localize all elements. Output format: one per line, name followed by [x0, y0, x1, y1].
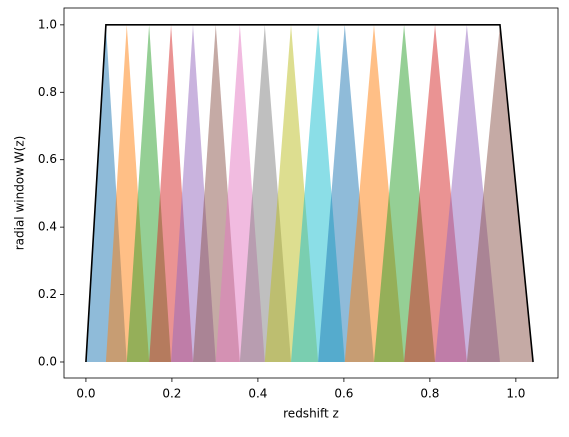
y-tick-label: 0.8 [38, 85, 57, 99]
y-tick-label: 0.4 [38, 220, 57, 234]
window-area [466, 24, 534, 362]
x-tick-label: 0.6 [334, 387, 353, 401]
y-tick-label: 1.0 [38, 17, 57, 31]
x-tick-label: 0.2 [162, 387, 181, 401]
y-tick-label: 0.6 [38, 152, 57, 166]
outline-line [85, 24, 534, 363]
plot-frame [63, 7, 559, 379]
x-tick-label: 0.4 [248, 387, 267, 401]
x-tick-label: 0.8 [420, 387, 439, 401]
x-tick-label: 0.0 [76, 387, 95, 401]
y-tick-label: 0.2 [38, 287, 57, 301]
x-tick-label: 1.0 [506, 387, 525, 401]
y-tick-label: 0.0 [38, 354, 57, 368]
x-axis-label: redshift z [283, 407, 339, 421]
y-axis-label: radial window W(z) [13, 136, 27, 251]
